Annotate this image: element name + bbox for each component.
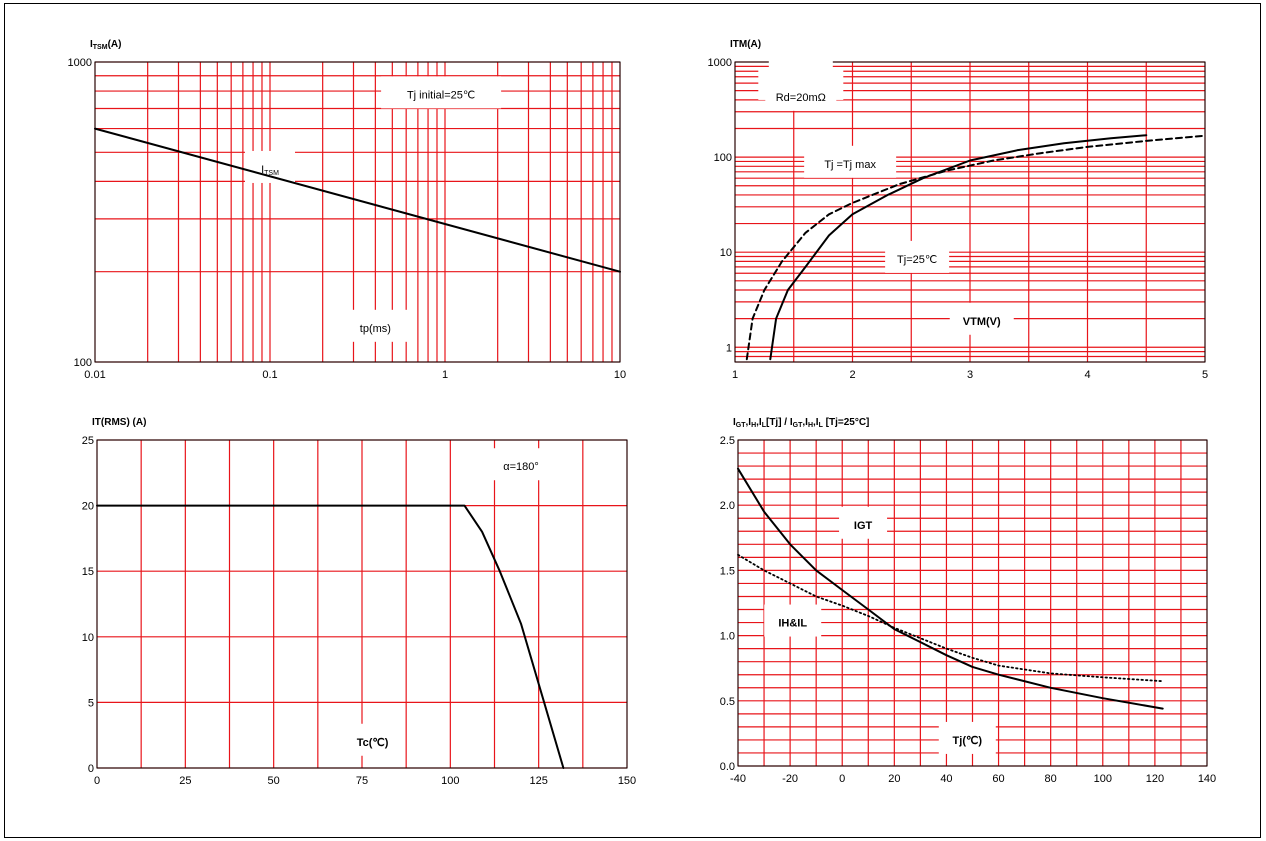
x-tick-label: 125 [529, 775, 547, 787]
chart-gate-trigger-vs-junction-temp: IGT IH&IL Tj(℃) -40 -20 0 20 40 60 80 100 120 140 0.0… [720, 417, 1216, 785]
x-tick-label: 1 [732, 369, 738, 381]
x-tick-label: 0 [839, 773, 845, 785]
y-tick-label: 2.5 [720, 435, 735, 447]
y-tick-label: 25 [82, 435, 94, 447]
chart-annotation: Tc(℃) [357, 737, 389, 749]
chart-annotation: α=180° [503, 461, 539, 473]
x-tick-label: 40 [940, 773, 952, 785]
series-line [737, 553, 1164, 683]
plot-area [734, 61, 1206, 363]
chart-annotation: ITSM [261, 164, 279, 177]
x-tick-label: 100 [1094, 773, 1112, 785]
chart-surge-current: Tj initial=25℃ ITSM tp(ms) 0.01 0.1 1 10 100 100… [68, 39, 627, 381]
x-tick-label: 0.1 [262, 369, 277, 381]
y-axis-title: ITSM(A) [90, 39, 121, 51]
x-tick-label: 150 [618, 775, 636, 787]
chart-rms-current-vs-case-temp: α=180° Tc(℃) 0 25 50 75 100 125 150 0 5 10 15 20 25 IT(… [82, 417, 636, 787]
y-tick-label: 1.5 [720, 565, 735, 577]
x-tick-label: 5 [1202, 369, 1208, 381]
chart-annotation: Tj =Tj max [824, 159, 876, 171]
y-axis-title: IGT,IH,IL[Tj] / IGT,IH,IL [Tj=25°C] [733, 417, 869, 429]
grid [737, 439, 1208, 767]
x-tick-label: 25 [179, 775, 191, 787]
y-axis-title: ITM(A) [730, 39, 761, 50]
chart-annotation: VTM(V) [963, 316, 1001, 328]
x-tick-label: 60 [992, 773, 1004, 785]
chart-annotation: IH&IL [778, 618, 807, 630]
y-tick-label: 1 [726, 342, 732, 354]
x-tick-label: 3 [967, 369, 973, 381]
series-line [745, 134, 1206, 361]
y-tick-label: 100 [74, 357, 92, 369]
x-tick-label: 20 [888, 773, 900, 785]
x-tick-label: 120 [1146, 773, 1164, 785]
x-tick-label: 2 [849, 369, 855, 381]
x-tick-label: -40 [730, 773, 746, 785]
y-tick-label: 2.0 [720, 500, 735, 512]
y-tick-label: 0.5 [720, 696, 735, 708]
chart-annotation: IGT [854, 520, 873, 532]
x-tick-label: 0.01 [84, 369, 105, 381]
chart-annotation: Tj initial=25℃ [407, 89, 475, 101]
series-line [96, 504, 565, 769]
series-line [737, 467, 1164, 710]
chart-annotation: Rd=20mΩ [776, 92, 826, 104]
chart-annotation: Tj(℃) [953, 735, 983, 747]
x-tick-label: 10 [614, 369, 626, 381]
x-tick-label: -20 [782, 773, 798, 785]
y-tick-label: 1.0 [720, 631, 735, 643]
y-tick-label: 1000 [708, 57, 732, 69]
x-tick-label: 50 [268, 775, 280, 787]
x-tick-label: 75 [356, 775, 368, 787]
y-axis-title: IT(RMS) (A) [92, 417, 146, 428]
chart-annotation: tp(ms) [360, 323, 391, 335]
y-tick-label: 100 [714, 152, 732, 164]
series-line [94, 127, 621, 273]
y-tick-label: 10 [720, 247, 732, 259]
plot-area [737, 439, 1208, 767]
x-tick-label: 4 [1084, 369, 1090, 381]
plot-area [94, 61, 621, 363]
y-tick-label: 10 [82, 632, 94, 644]
y-tick-label: 5 [88, 697, 94, 709]
grid [96, 439, 628, 769]
x-tick-label: 0 [94, 775, 100, 787]
y-tick-label: 0.0 [720, 761, 735, 773]
series-line [769, 134, 1148, 361]
chart-annotation: Tj=25℃ [897, 254, 937, 266]
y-tick-label: 15 [82, 566, 94, 578]
plot-area [96, 439, 628, 769]
x-tick-label: 1 [442, 369, 448, 381]
y-tick-label: 20 [82, 501, 94, 513]
x-tick-label: 80 [1045, 773, 1057, 785]
x-tick-label: 100 [441, 775, 459, 787]
y-tick-label: 0 [88, 763, 94, 775]
x-tick-label: 140 [1198, 773, 1216, 785]
page-frame [4, 3, 1261, 838]
y-tick-label: 1000 [68, 57, 92, 69]
